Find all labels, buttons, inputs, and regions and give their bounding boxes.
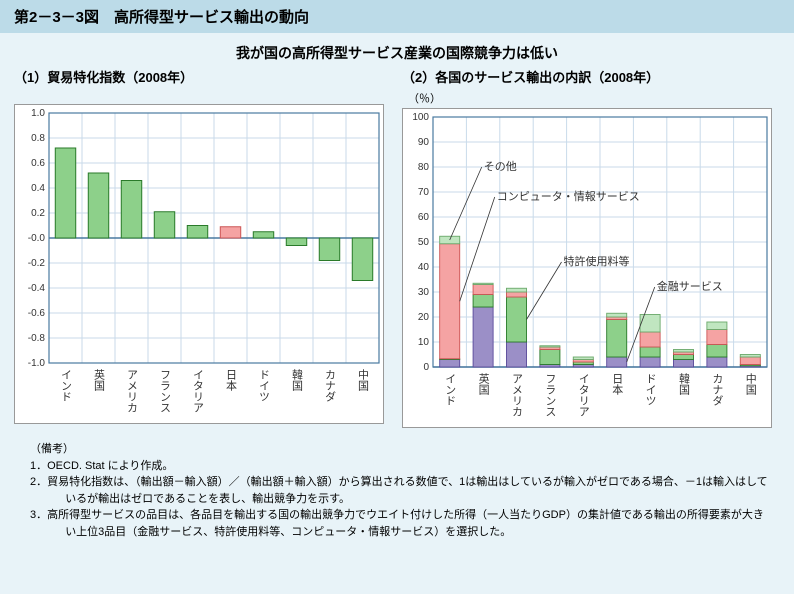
svg-text:90: 90: [418, 137, 430, 148]
svg-text:中国: 中国: [357, 369, 370, 392]
svg-text:0: 0: [423, 362, 429, 373]
figure-subtitle: 我が国の高所得型サービス産業の国際競争力は低い: [0, 43, 794, 63]
svg-text:英国: 英国: [477, 372, 490, 396]
chart1-title: （1）貿易特化指数（2008年）: [14, 67, 392, 86]
svg-text:コンピュータ・情報サービス: コンピュータ・情報サービス: [497, 190, 640, 203]
figure-title: 第2－3－3図 高所得型サービス輸出の動向: [14, 9, 309, 26]
notes-heading: （備考）: [30, 443, 74, 455]
svg-text:その他: その他: [484, 160, 517, 173]
note-item-3: 3．高所得型サービスの品目は、各品目を輸出する国の輸出競争力でウエイト付けした所…: [30, 507, 774, 540]
svg-text:70: 70: [418, 187, 430, 198]
notes-block: （備考） 1．OECD. Stat により作成。 2．貿易特化指数は、（輸出額－…: [0, 433, 794, 550]
svg-text:60: 60: [418, 212, 430, 223]
svg-text:フランス: フランス: [544, 373, 556, 417]
svg-text:1.0: 1.0: [31, 108, 45, 119]
svg-text:フランス: フランス: [159, 369, 171, 413]
chart1-unit-spacer: [20, 90, 392, 102]
svg-text:0.8: 0.8: [31, 133, 45, 144]
svg-text:インド: インド: [444, 373, 456, 406]
svg-text:0.6: 0.6: [31, 158, 45, 169]
svg-text:英国: 英国: [93, 368, 106, 392]
svg-text:日本: 日本: [225, 369, 238, 392]
svg-text:-1.0: -1.0: [28, 358, 46, 369]
svg-text:0.2: 0.2: [31, 208, 45, 219]
svg-text:インド: インド: [60, 369, 72, 402]
svg-text:韓国: 韓国: [678, 373, 691, 396]
svg-text:特許使用料等: 特許使用料等: [564, 254, 630, 268]
figure-container: 第2－3－3図 高所得型サービス輸出の動向 我が国の高所得型サービス産業の国際競…: [0, 0, 794, 594]
svg-text:日本: 日本: [611, 373, 624, 396]
chart2-block: （2）各国のサービス輸出の内訳（2008年） （％） 0 10 20 30 40 50 60…: [402, 67, 780, 433]
svg-text:0.4: 0.4: [31, 183, 45, 194]
svg-text:-0.0: -0.0: [28, 233, 46, 244]
note-item-1: 1．OECD. Stat により作成。: [30, 458, 774, 475]
svg-text:カナダ: カナダ: [711, 373, 724, 406]
chart1-svg: -1.0 -0.8 -0.6 -0.4 -0.2 -0.0 0.2 0.4 0.6 0.8 1.0 イ…: [14, 104, 384, 424]
svg-text:50: 50: [418, 237, 430, 248]
svg-text:-0.6: -0.6: [28, 308, 46, 319]
figure-header: 第2－3－3図 高所得型サービス輸出の動向: [0, 0, 794, 33]
chart2-unit: （％）: [408, 90, 780, 106]
svg-text:-0.2: -0.2: [28, 258, 46, 269]
svg-text:40: 40: [418, 262, 430, 273]
svg-text:100: 100: [412, 112, 429, 123]
svg-text:金融サービス: 金融サービス: [657, 279, 723, 293]
svg-text:80: 80: [418, 162, 430, 173]
svg-text:アメリカ: アメリカ: [126, 369, 138, 413]
svg-text:ドイツ: ドイツ: [644, 373, 656, 406]
svg-text:中国: 中国: [744, 373, 757, 396]
svg-text:-0.4: -0.4: [28, 283, 46, 294]
svg-text:-0.8: -0.8: [28, 333, 46, 344]
charts-row: （1）貿易特化指数（2008年） -1.0 -0.8 -0.6 -0.4 -0.2 -0.…: [0, 67, 794, 433]
svg-text:韓国: 韓国: [291, 369, 304, 392]
chart2-title: （2）各国のサービス輸出の内訳（2008年）: [402, 67, 780, 86]
note-item-2: 2．貿易特化指数は、（輸出額－輸入額）／（輸出額＋輸入額）から算出される数値で、…: [30, 474, 774, 507]
svg-text:アメリカ: アメリカ: [511, 373, 523, 417]
svg-text:20: 20: [418, 312, 430, 323]
svg-text:30: 30: [418, 287, 430, 298]
svg-text:イタリア: イタリア: [192, 369, 204, 413]
svg-text:10: 10: [418, 337, 430, 348]
svg-text:イタリア: イタリア: [577, 373, 589, 417]
svg-text:ドイツ: ドイツ: [258, 369, 270, 402]
chart1-block: （1）貿易特化指数（2008年） -1.0 -0.8 -0.6 -0.4 -0.2 -0.…: [14, 67, 392, 433]
chart2-svg: 0 10 20 30 40 50 60 70 80 90 100 インド 英国 アメリカ フランス イタリア 日…: [402, 108, 772, 428]
svg-text:カナダ: カナダ: [324, 369, 337, 402]
